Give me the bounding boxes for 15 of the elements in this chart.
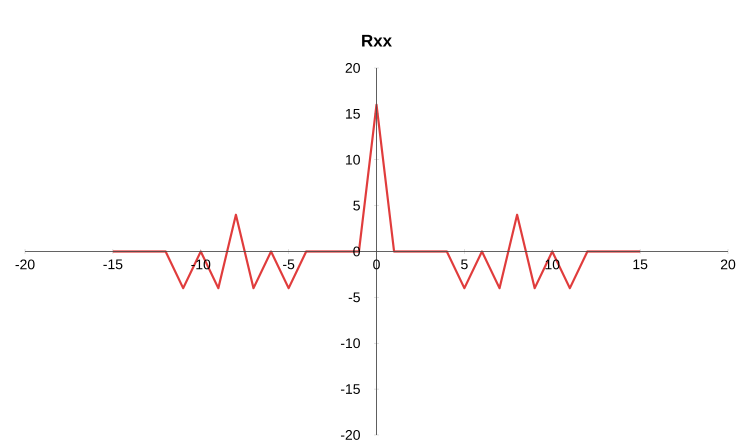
x-tick-label: -15 [103, 260, 122, 270]
y-tick-label: 15 [346, 109, 360, 119]
x-tick-label: -5 [283, 260, 294, 270]
y-tick-label: 10 [346, 154, 360, 165]
chart-title: Rxx [362, 34, 392, 46]
y-tick-label: 20 [346, 63, 360, 73]
x-tick-label: -20 [16, 259, 35, 270]
y-tick-label: 5 [353, 200, 360, 210]
y-tick-label: -15 [340, 384, 360, 394]
y-tick-label: -10 [340, 338, 360, 348]
y-tick-label: -20 [340, 430, 360, 440]
x-tick-label: 20 [720, 259, 736, 270]
y-tick-label: -5 [348, 292, 360, 302]
x-tick-label: 5 [461, 260, 468, 270]
x-tick-label: 15 [633, 260, 648, 270]
